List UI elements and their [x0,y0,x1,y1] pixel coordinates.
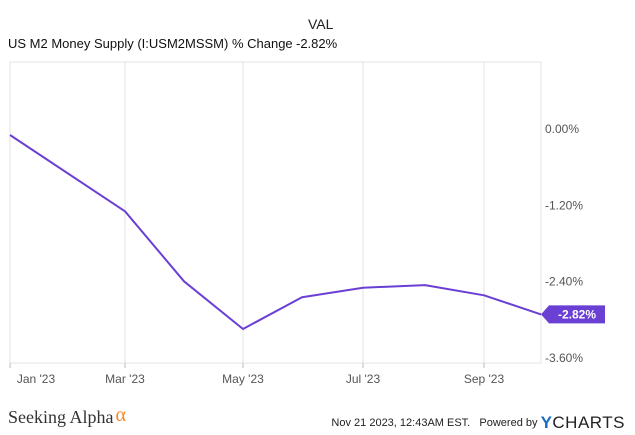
y-tick-label: -2.40% [545,275,583,289]
x-tick-label: Jan '23 [17,372,56,386]
x-tick-label: Sep '23 [464,372,505,386]
timestamp: Nov 21 2023, 12:43AM EST. [331,417,471,429]
legend-series-label[interactable]: US M2 Money Supply (I:USM2MSSM) % Change [8,36,293,51]
y-tick-label: -1.20% [545,198,583,212]
legend-header: VAL [308,16,334,32]
plot-area [9,61,542,364]
y-tick-label: -3.60% [545,351,583,365]
brand-name: Seeking Alpha [8,407,114,427]
ycharts-wordmark: CHARTS [552,413,625,432]
x-tick-label: May '23 [222,372,264,386]
powered-by-label: Powered by [479,417,538,429]
line-chart: 0.00% -1.20% -2.40% -3.60% Jan '23 Mar '23 May… [9,61,605,386]
alpha-icon: α [115,404,126,426]
legend-series-value: -2.82% [296,36,338,51]
ycharts-y-mark: Y [540,413,553,432]
series-line [9,134,542,330]
seeking-alpha-logo[interactable]: Seeking Alpha α [8,404,126,428]
x-tick-label: Jul '23 [346,372,381,386]
ycharts-logo[interactable]: YCHARTS [541,413,625,432]
last-value-badge [541,305,605,324]
footer-credit: Nov 21 2023, 12:43AM EST. Powered by YCH… [331,413,625,433]
last-value-label: -2.82% [558,307,596,321]
x-tick-label: Mar '23 [105,372,145,386]
y-tick-label: 0.00% [545,122,579,136]
